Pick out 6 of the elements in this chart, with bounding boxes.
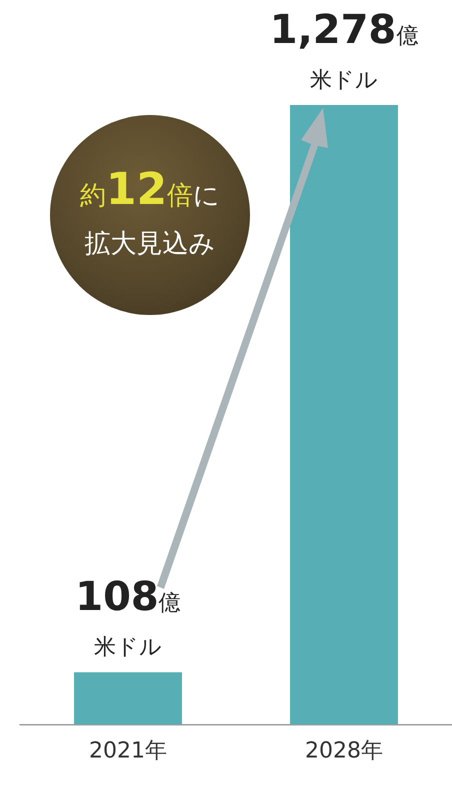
- x-tick-label: 2028年: [305, 738, 383, 764]
- annotation: 約12倍に: [80, 164, 220, 215]
- data-label: 108億米ドル: [75, 574, 181, 660]
- annotation: 拡大見込み: [84, 228, 216, 261]
- x-tick-label: 2021年: [89, 738, 167, 764]
- data-label: 1,278億米ドル: [270, 7, 418, 93]
